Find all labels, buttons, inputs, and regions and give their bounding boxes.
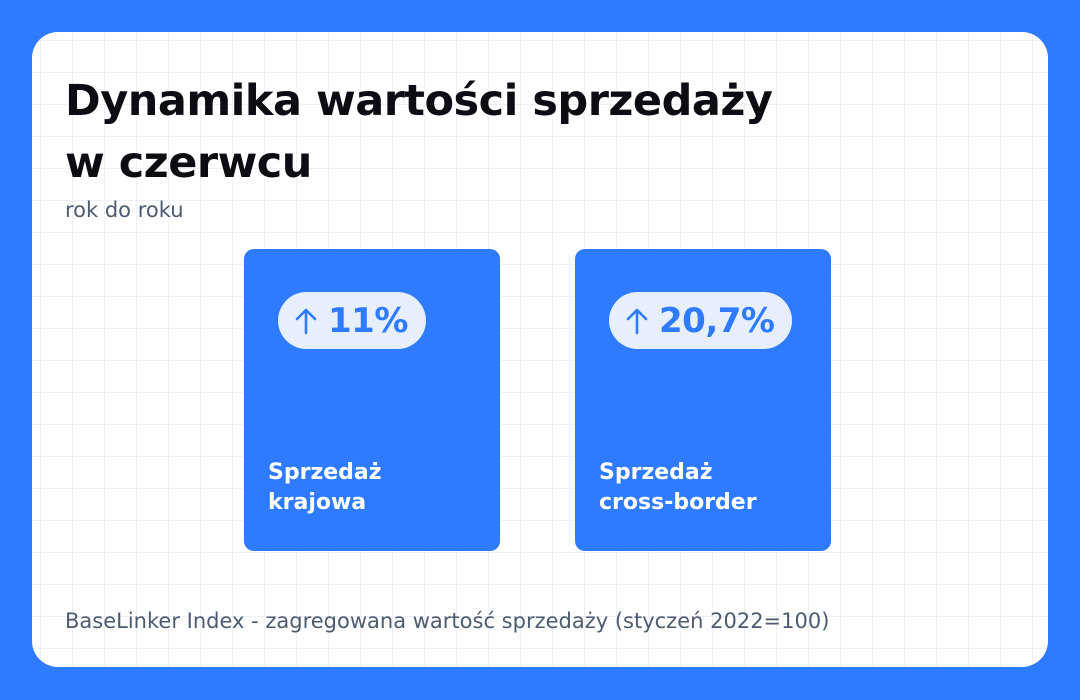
title-line-2: w czerwcu xyxy=(65,138,312,188)
tile-label: Sprzedaż cross-border xyxy=(599,458,757,518)
change-value: 11% xyxy=(328,300,408,341)
tile-label-line-2: cross-border xyxy=(599,490,757,515)
arrow-up-icon xyxy=(626,308,648,334)
change-badge: 11% xyxy=(278,292,426,349)
infographic-card: Dynamika wartości sprzedaży w czerwcu ro… xyxy=(32,32,1048,667)
source-note: BaseLinker Index - zagregowana wartość s… xyxy=(65,609,830,633)
change-value: 20,7% xyxy=(659,300,775,341)
tile-label-line-1: Sprzedaż xyxy=(599,460,713,485)
tile-label: Sprzedaż krajowa xyxy=(268,458,382,518)
tile-label-line-1: Sprzedaż xyxy=(268,460,382,485)
subtitle: rok do roku xyxy=(65,198,184,222)
tile-label-line-2: krajowa xyxy=(268,490,367,515)
arrow-up-icon xyxy=(295,308,317,334)
change-badge: 20,7% xyxy=(609,292,793,349)
title-line-1: Dynamika wartości sprzedaży xyxy=(65,76,773,126)
tile-cross-border-sales: 20,7% Sprzedaż cross-border xyxy=(575,249,831,551)
tile-domestic-sales: 11% Sprzedaż krajowa xyxy=(244,249,500,551)
page-title: Dynamika wartości sprzedaży w czerwcu xyxy=(65,70,865,194)
